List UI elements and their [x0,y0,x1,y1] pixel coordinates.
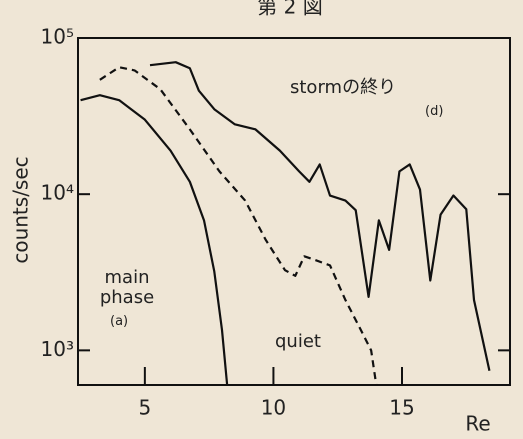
x-tick-label: 15 [389,396,414,420]
x-axis-label: Re [465,412,490,436]
storm-tag: (d) [425,104,444,119]
y-tick-label: 10³ [41,337,74,361]
storm-label: stormの終り [290,77,397,98]
y-tick-label: 10⁴ [41,181,74,205]
x-tick-label: 5 [138,396,151,420]
data-line [80,94,229,386]
quiet-label: quiet [275,331,321,352]
x-tick-label: 10 [261,396,286,420]
data-line [99,66,378,386]
y-axis-label: counts/sec [9,156,33,263]
main-phase-tag: (a) [110,314,129,329]
plot-frame [77,37,511,386]
chart-title: 第 2 図 [257,0,322,19]
data-line [149,61,491,372]
y-tick-label: 10⁵ [41,25,74,49]
main-phase-label: main phase [99,267,155,308]
